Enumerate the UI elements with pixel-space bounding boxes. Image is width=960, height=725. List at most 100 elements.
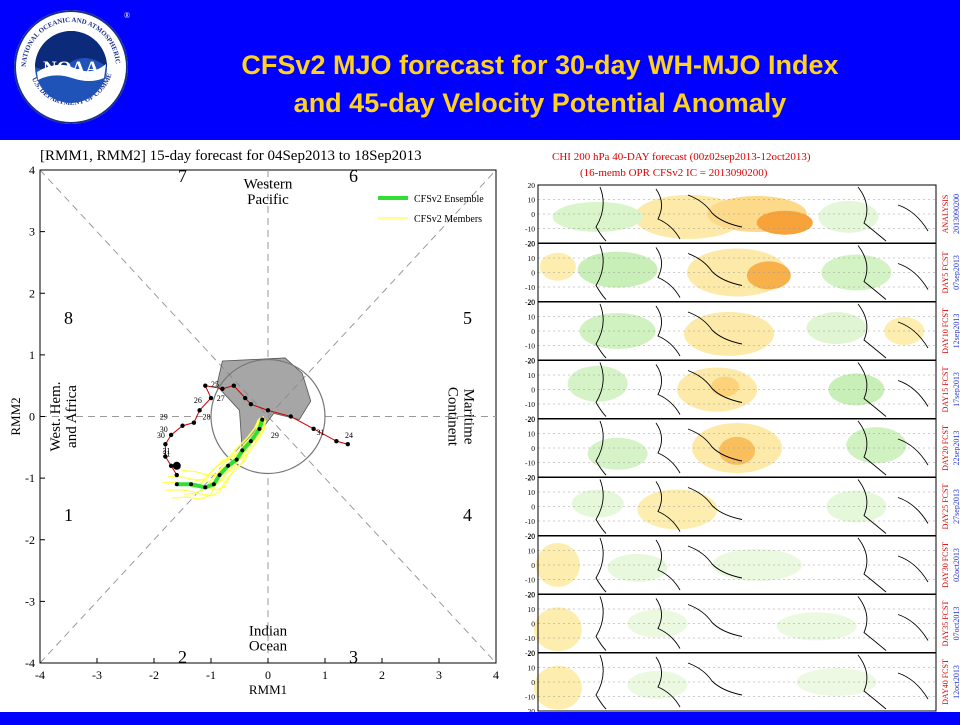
- latitude-tick-label: 10: [528, 488, 536, 497]
- anomaly-shading: [627, 670, 688, 699]
- observed-point: [174, 472, 179, 478]
- anomaly-shading: [821, 254, 892, 291]
- coastline: [595, 537, 929, 593]
- phase-number-label: 4: [463, 505, 472, 525]
- observed-point: [197, 408, 202, 413]
- latitude-tick-label: -10: [525, 459, 535, 468]
- observed-point: [231, 383, 236, 388]
- chi-title-line2: (16-memb OPR CFSv2 IC = 2013090200): [580, 167, 768, 179]
- noaa-logo-icon: NATIONAL OCEANIC AND ATMOSPHERIC ADMINIS…: [12, 8, 130, 124]
- panel-forecast-label: DAY35 FCST: [941, 601, 950, 647]
- day-label: 31: [316, 428, 324, 437]
- region-label-left: West. Hem.: [48, 381, 64, 451]
- y-tick-label: 0: [29, 410, 35, 424]
- legend-entry-label: CFSv2 Ensemble: [414, 194, 484, 205]
- anomaly-shading: [577, 251, 658, 288]
- observed-point: [243, 395, 248, 401]
- panel-date-label: 17sep2013: [952, 372, 960, 407]
- latitude-tick-label: 0: [531, 678, 535, 687]
- ensemble-point: [248, 439, 253, 444]
- observed-point: [311, 426, 316, 432]
- latitude-tick-label: 10: [528, 313, 536, 322]
- latitude-tick-label: 0: [531, 561, 535, 570]
- region-label-bottom: Indian: [249, 623, 288, 639]
- observed-point: [203, 383, 208, 388]
- rmm-unit-circle: [210, 358, 326, 475]
- chi-map-panel: 20 10 0 -10 -20 DAY35 FCST 07oct2013: [525, 591, 960, 658]
- coastline: [595, 596, 929, 651]
- latitude-tick-label: 0: [531, 210, 535, 219]
- anomaly-shading: [796, 668, 877, 696]
- anomaly-shading: [826, 490, 887, 523]
- y-tick-label: 2: [29, 286, 35, 300]
- panel-forecast-label: DAY5 FCST: [941, 252, 950, 294]
- region-label-left: and Africa: [64, 385, 80, 448]
- latitude-tick-label: 0: [531, 503, 535, 512]
- anomaly-shading: [533, 607, 582, 652]
- registered-mark: ®: [124, 11, 130, 20]
- latitude-tick-label: 0: [531, 620, 535, 629]
- observed-point: [163, 454, 168, 459]
- phase-number-label: 8: [64, 308, 73, 328]
- latitude-tick-label: -20: [525, 707, 535, 716]
- anomaly-shading: [535, 543, 580, 587]
- latitude-tick-label: 10: [528, 605, 536, 614]
- coastline: [595, 245, 929, 300]
- ensemble-point: [257, 426, 262, 431]
- panel-forecast-label: DAY15 FCST: [941, 367, 950, 413]
- x-tick-label: 2: [379, 668, 385, 682]
- x-tick-label: -1: [206, 668, 216, 682]
- day-label: 29: [160, 413, 168, 422]
- ensemble-point: [217, 473, 222, 478]
- latitude-tick-label: 10: [528, 196, 536, 205]
- observed-point: [168, 463, 174, 468]
- latitude-tick-label: -20: [525, 356, 535, 365]
- chi-map-frame: [537, 652, 937, 712]
- observed-point: [334, 438, 339, 444]
- anomaly-shading: [756, 210, 813, 235]
- latitude-tick-label: 20: [528, 181, 536, 190]
- y-tick-label: 3: [29, 225, 35, 239]
- panel-date-label: 22sep2013: [952, 431, 960, 466]
- latitude-tick-label: 20: [528, 591, 536, 600]
- chi-map-panel: 20 10 0 -10 -20 DAY25 FCST 27sep2013: [525, 474, 960, 541]
- rmm-phase-diagram-panel: [RMM1, RMM2] 15-day forecast for 04Sep20…: [0, 140, 508, 720]
- anomaly-shading: [684, 311, 775, 356]
- x-tick-label: 3: [436, 668, 442, 682]
- chi-hovmoller-maps: CHI 200 hPa 40-DAY forecast (00z02sep201…: [525, 151, 960, 716]
- bottom-strip: [0, 712, 960, 720]
- ensemble-point: [234, 457, 239, 462]
- anomaly-shading: [711, 549, 802, 581]
- x-tick-label: 0: [265, 668, 271, 682]
- ensemble-point: [240, 448, 245, 453]
- y-tick-label: -1: [25, 471, 35, 485]
- latitude-tick-label: 10: [528, 547, 536, 556]
- anomaly-shading: [607, 553, 668, 582]
- panel-forecast-label: DAY40 FCST: [941, 659, 950, 705]
- coastline: [595, 303, 929, 359]
- anomaly-shading: [587, 437, 648, 470]
- latitude-tick-label: 0: [531, 327, 535, 336]
- latitude-tick-label: 20: [528, 649, 536, 658]
- chi-map-panel: 20 10 0 -10 -20 DAY20 FCST 22sep2013: [525, 415, 960, 482]
- header-bar: NATIONAL OCEANIC AND ATMOSPHERIC ADMINIS…: [0, 0, 960, 140]
- latitude-tick-label: 10: [528, 254, 536, 263]
- day-label: 30: [160, 425, 168, 434]
- coastline: [595, 479, 929, 534]
- latitude-tick-label: -10: [525, 517, 535, 526]
- latitude-tick-label: 20: [528, 415, 536, 424]
- latitude-tick-label: -10: [525, 634, 535, 643]
- day-label: 26: [194, 396, 202, 405]
- chi-map-panel: 20 10 0 -10 -20 DAY30 FCST 02oct2013: [525, 532, 960, 599]
- observed-point: [208, 395, 214, 401]
- observed-point: [220, 386, 225, 391]
- day-label: 25: [211, 380, 219, 389]
- day-label: 27: [217, 394, 225, 403]
- anomaly-shading: [719, 436, 755, 465]
- panel-date-label: 07sep2013: [952, 255, 960, 290]
- anomaly-shading: [818, 200, 879, 233]
- y-tick-label: -3: [25, 594, 35, 608]
- latitude-tick-label: -20: [525, 590, 535, 599]
- latitude-tick-label: -20: [525, 649, 535, 658]
- anomaly-shading: [567, 365, 628, 402]
